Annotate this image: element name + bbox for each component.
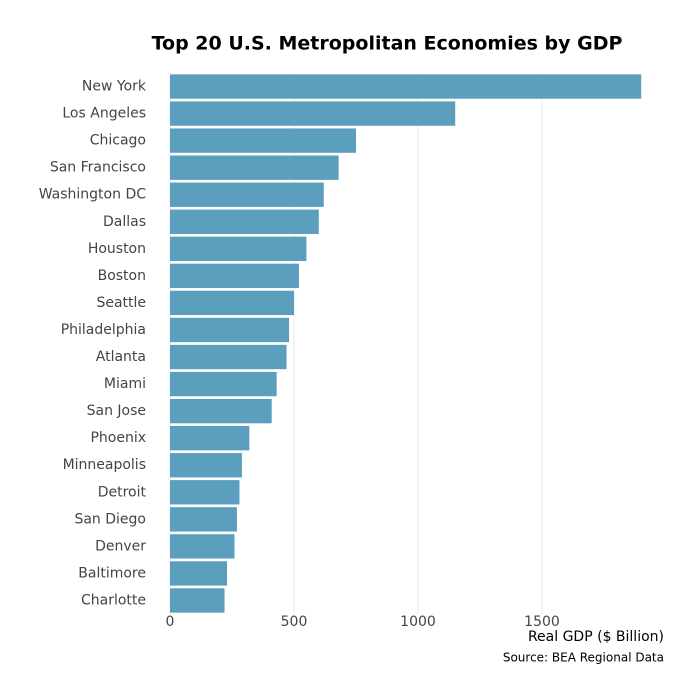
bar xyxy=(170,74,642,99)
bar xyxy=(170,155,339,180)
x-tick-label: 1500 xyxy=(524,614,560,630)
x-axis-title: Real GDP ($ Billion) xyxy=(528,629,664,645)
bar xyxy=(170,561,228,586)
bar xyxy=(170,209,319,234)
y-tick-label: Chicago xyxy=(90,133,146,149)
y-tick-label: Washington DC xyxy=(39,187,147,203)
bar xyxy=(170,371,277,397)
bar xyxy=(170,236,307,261)
x-tick-label: 0 xyxy=(166,614,175,630)
y-tick-label: Phoenix xyxy=(90,430,146,446)
y-tick-label: New York xyxy=(82,79,147,95)
y-tick-label: San Diego xyxy=(74,511,146,527)
bar xyxy=(170,588,225,613)
bar xyxy=(170,128,356,153)
y-tick-label: Denver xyxy=(95,538,146,554)
bar xyxy=(170,534,235,559)
bar xyxy=(170,263,299,289)
y-tick-label: Minneapolis xyxy=(63,457,146,473)
bar xyxy=(170,453,242,478)
y-tick-label: Dallas xyxy=(103,214,146,230)
chart-title: Top 20 U.S. Metropolitan Economies by GD… xyxy=(152,33,623,55)
bar xyxy=(170,426,250,451)
caption: Source: BEA Regional Data xyxy=(503,651,664,665)
bar xyxy=(170,101,456,126)
bar xyxy=(170,398,272,424)
bar xyxy=(170,182,324,207)
y-tick-label: Detroit xyxy=(98,484,147,500)
y-tick-label: Houston xyxy=(88,241,146,257)
y-tick-label: San Francisco xyxy=(50,160,146,176)
bar xyxy=(170,317,290,343)
y-tick-label: Los Angeles xyxy=(62,106,146,122)
y-tick-label: Atlanta xyxy=(96,349,146,365)
bar xyxy=(170,290,294,316)
x-tick-label: 1000 xyxy=(400,614,436,630)
y-tick-label: Baltimore xyxy=(78,565,146,581)
x-tick-label: 500 xyxy=(281,614,308,630)
y-tick-label: Philadelphia xyxy=(61,322,146,338)
bar xyxy=(170,344,287,370)
y-tick-label: Miami xyxy=(104,376,146,392)
y-tick-label: Seattle xyxy=(96,295,146,311)
y-tick-label: Boston xyxy=(98,268,146,284)
bar xyxy=(170,507,237,532)
bar xyxy=(170,480,240,505)
y-tick-label: San Jose xyxy=(87,403,146,419)
y-tick-label: Charlotte xyxy=(81,592,146,608)
